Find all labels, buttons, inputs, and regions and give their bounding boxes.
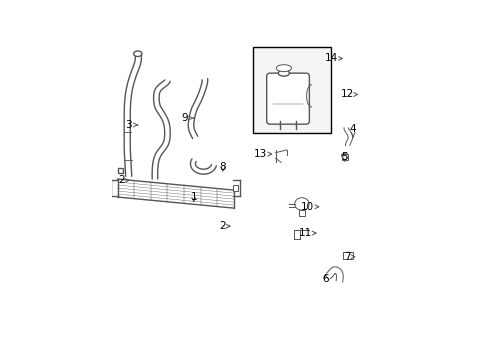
Text: 2: 2 (219, 221, 230, 231)
Ellipse shape (294, 198, 308, 210)
Text: 11: 11 (298, 228, 315, 238)
Text: 2: 2 (119, 175, 129, 185)
Ellipse shape (343, 252, 352, 258)
Text: 3: 3 (125, 120, 138, 130)
Text: 7: 7 (343, 252, 354, 262)
Text: 5: 5 (341, 152, 347, 162)
Bar (232, 185, 238, 192)
Ellipse shape (278, 70, 289, 76)
FancyBboxPatch shape (266, 73, 309, 124)
Text: 1: 1 (190, 192, 197, 202)
Ellipse shape (276, 65, 291, 72)
Bar (343, 252, 352, 258)
Text: 13: 13 (253, 149, 271, 159)
Bar (341, 154, 347, 159)
Ellipse shape (133, 51, 142, 57)
Bar (117, 168, 123, 174)
Text: 6: 6 (322, 274, 328, 284)
Text: 8: 8 (219, 162, 226, 172)
Ellipse shape (341, 153, 347, 158)
Bar (299, 210, 304, 216)
Text: 14: 14 (324, 53, 342, 63)
Text: 12: 12 (340, 90, 357, 99)
Text: 10: 10 (301, 202, 318, 212)
Text: 4: 4 (349, 124, 356, 137)
Bar (253, 48, 330, 133)
Text: 9: 9 (181, 113, 193, 123)
